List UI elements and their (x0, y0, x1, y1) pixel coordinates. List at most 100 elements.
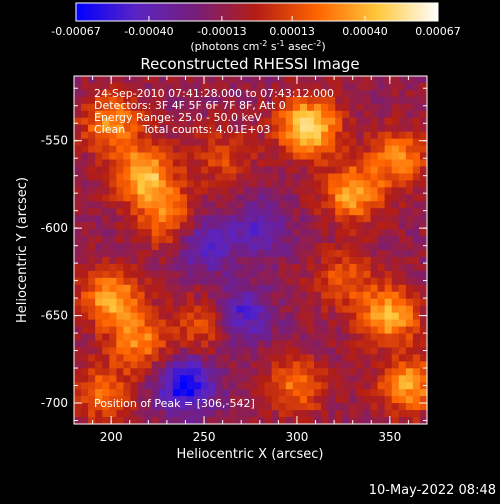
heatmap-cell (292, 152, 301, 161)
heatmap-cell (321, 96, 329, 105)
colorbar-unit-label: (photons cm-2 s-1 asec-2) (190, 39, 325, 53)
heatmap-cell (186, 131, 195, 140)
heatmap-cell (412, 124, 421, 133)
heatmap-cell (116, 396, 125, 404)
heatmap-cell (109, 277, 117, 286)
heatmap-cell (292, 180, 301, 188)
heatmap-cell (377, 222, 386, 230)
heatmap-cell (321, 222, 329, 230)
heatmap-cell (222, 354, 230, 362)
heatmap-cell (314, 396, 322, 404)
heatmap-cell (151, 103, 160, 112)
heatmap-cell (342, 82, 350, 91)
heatmap-cell (215, 152, 223, 161)
heatmap-cell (335, 166, 343, 175)
heatmap-cell (419, 368, 428, 376)
heatmap-cell (349, 389, 357, 397)
heatmap-cell (299, 277, 308, 286)
heatmap-cell (95, 76, 103, 84)
heatmap-cell (194, 263, 202, 272)
heatmap-cell (391, 180, 400, 188)
heatmap-cell (144, 340, 153, 349)
heatmap-cell (186, 368, 195, 376)
heatmap-cell (342, 110, 350, 119)
heatmap-cell (285, 124, 294, 133)
heatmap-cell (391, 103, 400, 112)
heatmap-cell (370, 326, 379, 335)
heatmap-cell (95, 82, 103, 91)
heatmap-cell (306, 215, 315, 223)
heatmap-cell (328, 96, 336, 105)
heatmap-cell (95, 96, 103, 105)
heatmap-cell (328, 166, 336, 175)
heatmap-cell (74, 229, 82, 237)
heatmap-cell (137, 180, 146, 188)
heatmap-cell (384, 256, 393, 265)
heatmap-cell (243, 333, 252, 342)
heatmap-cell (123, 333, 132, 342)
heatmap-cell (377, 312, 386, 321)
heatmap-cell (321, 410, 329, 418)
heatmap-cell (306, 410, 315, 418)
heatmap-cell (243, 340, 252, 349)
heatmap-cell (243, 131, 252, 140)
heatmap-cell (186, 76, 195, 84)
heatmap-cell (208, 187, 216, 195)
heatmap-cell (257, 250, 266, 258)
heatmap-cell (321, 187, 329, 195)
heatmap-cell (109, 326, 117, 335)
heatmap-cell (377, 361, 386, 369)
heatmap-cell (264, 243, 273, 251)
heatmap-cell (179, 145, 188, 154)
heatmap-cell (201, 117, 209, 126)
heatmap-cell (229, 180, 237, 188)
heatmap-cell (236, 222, 245, 230)
heatmap-cell (370, 298, 379, 307)
heatmap-cell (363, 333, 372, 342)
heatmap-cell (349, 284, 357, 293)
heatmap-cell (144, 375, 153, 383)
heatmap-cell (123, 250, 132, 258)
heatmap-cell (271, 208, 280, 216)
heatmap-cell (179, 243, 188, 251)
heatmap-cell (186, 82, 195, 91)
heatmap-cell (123, 270, 132, 279)
heatmap-cell (356, 375, 365, 383)
heatmap-cell (109, 270, 117, 279)
heatmap-cell (109, 305, 117, 314)
heatmap-cell (377, 347, 386, 355)
heatmap-cell (349, 138, 357, 147)
heatmap-cell (222, 277, 230, 286)
heatmap-cell (229, 124, 237, 133)
heatmap-cell (271, 229, 280, 237)
heatmap-cell (412, 361, 421, 369)
heatmap-cell (215, 194, 223, 202)
heatmap-cell (271, 256, 280, 265)
heatmap-cell (215, 159, 223, 168)
heatmap-cell (215, 417, 223, 425)
heatmap-cell (335, 208, 343, 216)
heatmap-cell (229, 403, 237, 411)
heatmap-cell (398, 159, 407, 168)
heatmap-cell (419, 410, 428, 418)
heatmap-cell (236, 166, 245, 175)
heatmap-cell (292, 103, 301, 112)
heatmap-cell (412, 250, 421, 258)
heatmap-cell (342, 382, 350, 390)
heatmap-cell (321, 180, 329, 188)
heatmap-cell (109, 215, 117, 223)
heatmap-cell (363, 361, 372, 369)
heatmap-cell (328, 389, 336, 397)
heatmap-cell (321, 368, 329, 376)
heatmap-cell (370, 340, 379, 349)
heatmap-cell (370, 110, 379, 119)
heatmap-cell (102, 110, 110, 119)
heatmap-cell (172, 82, 181, 91)
heatmap-cell (321, 215, 329, 223)
heatmap-cell (201, 236, 209, 244)
heatmap-cell (74, 152, 82, 161)
heatmap-cell (257, 145, 266, 154)
heatmap-cell (384, 410, 393, 418)
heatmap-cell (116, 187, 125, 195)
heatmap-cell (299, 229, 308, 237)
